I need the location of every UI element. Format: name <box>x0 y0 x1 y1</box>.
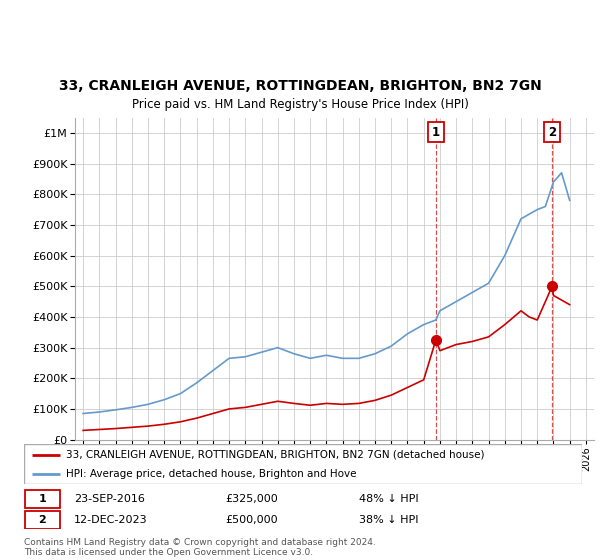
Text: 2: 2 <box>38 515 46 525</box>
FancyBboxPatch shape <box>25 490 60 508</box>
Text: Contains HM Land Registry data © Crown copyright and database right 2024.
This d: Contains HM Land Registry data © Crown c… <box>24 538 376 557</box>
Text: 23-SEP-2016: 23-SEP-2016 <box>74 494 145 504</box>
Text: 33, CRANLEIGH AVENUE, ROTTINGDEAN, BRIGHTON, BN2 7GN: 33, CRANLEIGH AVENUE, ROTTINGDEAN, BRIGH… <box>59 79 541 93</box>
Text: 48% ↓ HPI: 48% ↓ HPI <box>359 494 418 504</box>
Text: Price paid vs. HM Land Registry's House Price Index (HPI): Price paid vs. HM Land Registry's House … <box>131 98 469 111</box>
Text: HPI: Average price, detached house, Brighton and Hove: HPI: Average price, detached house, Brig… <box>66 469 356 479</box>
Text: 1: 1 <box>38 494 46 504</box>
FancyBboxPatch shape <box>25 511 60 529</box>
Text: 2: 2 <box>548 125 556 138</box>
Text: 12-DEC-2023: 12-DEC-2023 <box>74 515 148 525</box>
FancyBboxPatch shape <box>24 444 582 484</box>
Text: 38% ↓ HPI: 38% ↓ HPI <box>359 515 418 525</box>
Text: 33, CRANLEIGH AVENUE, ROTTINGDEAN, BRIGHTON, BN2 7GN (detached house): 33, CRANLEIGH AVENUE, ROTTINGDEAN, BRIGH… <box>66 450 484 460</box>
Text: £500,000: £500,000 <box>225 515 278 525</box>
Text: 1: 1 <box>432 125 440 138</box>
Text: £325,000: £325,000 <box>225 494 278 504</box>
